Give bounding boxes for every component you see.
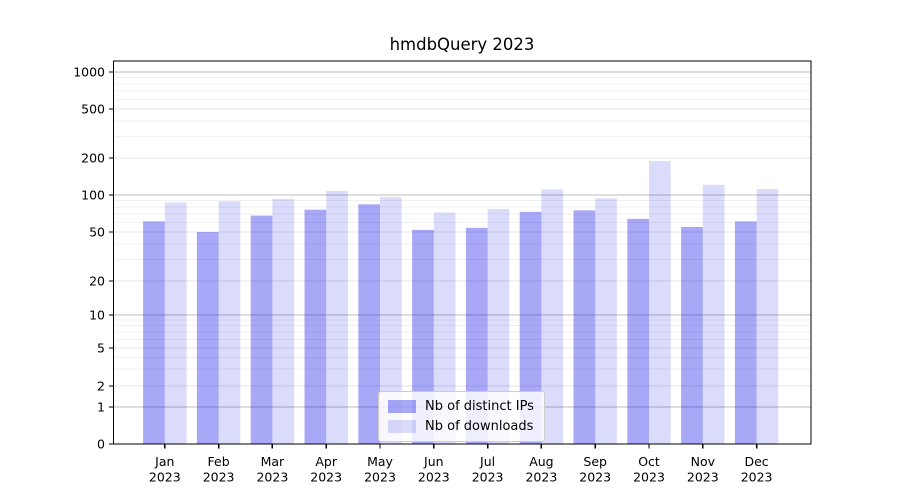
legend-item-distinct-ips: Nb of distinct IPs xyxy=(388,399,534,414)
y-tick-label: 0 xyxy=(97,437,105,452)
bar-distinct-ips-dec xyxy=(734,221,757,444)
y-tick-label: 500 xyxy=(81,102,105,117)
bar-distinct-ips-jun xyxy=(412,229,434,444)
x-tick-label-year: 2023 xyxy=(149,470,181,485)
bar-downloads-feb xyxy=(218,201,241,444)
bar-distinct-ips-feb xyxy=(196,232,219,444)
x-tick-label-year: 2023 xyxy=(364,470,396,485)
x-tick-label-month: Feb xyxy=(208,454,230,469)
bar-downloads-aug xyxy=(541,189,564,444)
bar-distinct-ips-aug xyxy=(519,211,542,444)
x-tick-label-year: 2023 xyxy=(418,470,450,485)
x-tick-label-month: Jul xyxy=(479,454,495,469)
y-tick-label: 100 xyxy=(81,188,105,203)
y-tick-label: 2 xyxy=(97,379,105,394)
legend: Nb of distinct IPs Nb of downloads xyxy=(378,391,545,442)
bar-downloads-jul xyxy=(487,208,510,444)
x-tick-label-month: Oct xyxy=(638,454,660,469)
y-tick-label: 200 xyxy=(81,151,105,166)
bar-distinct-ips-jul xyxy=(465,227,488,444)
y-tick-label: 50 xyxy=(89,225,105,240)
legend-swatch-downloads xyxy=(388,420,416,433)
x-tick-label-year: 2023 xyxy=(310,470,342,485)
x-tick-label-month: Sep xyxy=(583,454,607,469)
bar-distinct-ips-may xyxy=(358,204,380,444)
x-tick-label-year: 2023 xyxy=(525,470,557,485)
y-tick-label: 20 xyxy=(89,274,105,289)
x-tick-label-year: 2023 xyxy=(203,470,235,485)
bar-downloads-jun xyxy=(433,212,456,444)
x-tick-label-month: Jun xyxy=(423,454,444,469)
x-tick-label-year: 2023 xyxy=(633,470,665,485)
plot-area xyxy=(112,60,812,445)
bar-downloads-may xyxy=(380,197,402,444)
y-tick-label: 10 xyxy=(89,308,105,323)
x-tick-label-year: 2023 xyxy=(687,470,719,485)
y-tick-label: 1000 xyxy=(73,65,105,80)
bar-distinct-ips-apr xyxy=(304,209,327,444)
chart-title: hmdbQuery 2023 xyxy=(389,35,535,54)
bar-distinct-ips-oct xyxy=(627,218,649,444)
legend-label: Nb of distinct IPs xyxy=(425,399,534,414)
x-tick-label-year: 2023 xyxy=(256,470,288,485)
x-tick-label-year: 2023 xyxy=(579,470,611,485)
bar-downloads-oct xyxy=(649,161,671,444)
x-tick-label-month: May xyxy=(367,454,393,469)
x-tick-label-month: Nov xyxy=(691,454,716,469)
x-tick-label-year: 2023 xyxy=(472,470,504,485)
y-tick-label: 5 xyxy=(97,341,105,356)
legend-swatch-distinct-ips xyxy=(388,400,416,413)
x-tick-label-month: Mar xyxy=(261,454,285,469)
x-tick-label-month: Aug xyxy=(529,454,553,469)
legend-label: Nb of downloads xyxy=(425,419,534,434)
x-tick-label-month: Dec xyxy=(744,454,768,469)
bar-distinct-ips-sep xyxy=(573,210,596,444)
bar-downloads-jan xyxy=(164,202,187,444)
x-tick-label-month: Jan xyxy=(154,454,174,469)
bar-downloads-dec xyxy=(756,188,779,444)
bar-distinct-ips-jan xyxy=(143,221,165,444)
x-tick-label-month: Apr xyxy=(315,454,337,469)
bar-downloads-apr xyxy=(326,190,348,444)
bar-downloads-nov xyxy=(702,184,725,444)
bar-distinct-ips-mar xyxy=(250,215,273,444)
y-tick-label: 1 xyxy=(97,400,105,415)
bar-downloads-sep xyxy=(595,198,617,444)
x-tick-label-year: 2023 xyxy=(741,470,773,485)
bar-distinct-ips-nov xyxy=(681,226,703,444)
bar-downloads-mar xyxy=(272,198,295,444)
legend-item-downloads: Nb of downloads xyxy=(388,419,534,434)
